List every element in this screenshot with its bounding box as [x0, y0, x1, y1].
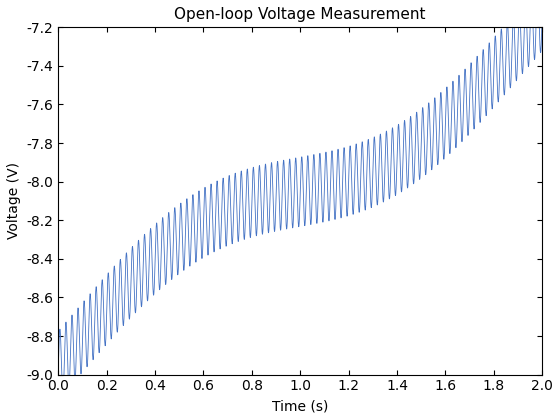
Title: Open-loop Voltage Measurement: Open-loop Voltage Measurement: [175, 7, 426, 22]
Y-axis label: Voltage (V): Voltage (V): [7, 163, 21, 239]
X-axis label: Time (s): Time (s): [272, 399, 328, 413]
